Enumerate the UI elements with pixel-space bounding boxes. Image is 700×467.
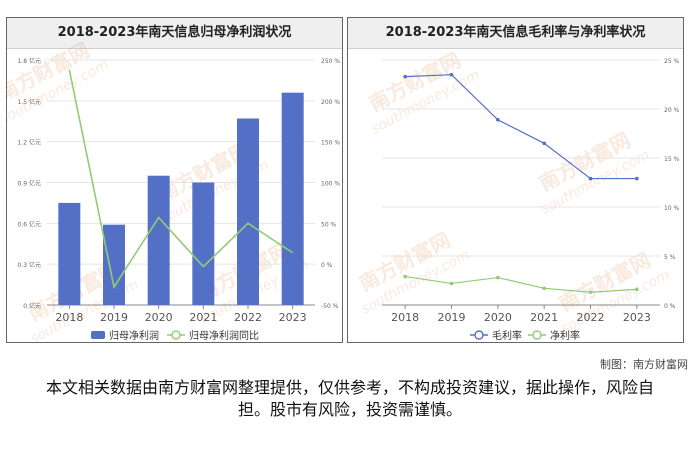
chart-panel-profit: 2018-2023年南天信息归母净利润状况 南方财富网 southmoney.co…: [6, 17, 343, 344]
x-tick-label: 2021: [189, 311, 217, 324]
y-left-tick-label: 1.2 亿元: [18, 139, 41, 147]
data-point-2021: [542, 286, 546, 291]
x-tick-label: 2019: [438, 311, 466, 324]
profit-chart-svg: 南方财富网southmoney.com南方财富网southmoney.com南方…: [7, 38, 340, 344]
y-left-tick-label: 0.3 亿元: [18, 261, 41, 269]
data-point-2020: [496, 117, 500, 122]
y-right-tick-label: 0 %: [321, 262, 333, 269]
disclaimer-text: 本文相关数据由南方财富网整理提供，仅供参考，不构成投资建议，据此操作，风险自担。…: [45, 378, 654, 419]
bar-2022: [237, 118, 259, 306]
series-line-net-margin: [405, 275, 637, 293]
legend-label: 归母净利润同比: [189, 329, 259, 342]
y-left-tick-label: 1.8 亿元: [18, 57, 41, 65]
y-right-tick-label: 150 %: [321, 140, 340, 147]
y-right-tick-label: 25 %: [664, 58, 680, 65]
y-left-tick-label: 1.5 亿元: [18, 98, 41, 106]
legend-swatch-marker: [171, 330, 181, 340]
legend-label: 净利率: [550, 329, 580, 342]
legend-label: 归母净利润: [109, 329, 159, 342]
chart-credit: 制图：南方财富网: [600, 358, 688, 371]
y-right-tick-label: 0 %: [664, 303, 676, 310]
chart-title: 2018-2023年南天信息归母净利润状况: [7, 18, 342, 49]
x-tick-label: 2023: [279, 311, 307, 324]
data-point-2022: [588, 176, 593, 181]
series-line-yoy: [68, 69, 294, 290]
legend-swatch-marker: [532, 330, 542, 340]
legend-swatch-marker: [474, 330, 484, 340]
data-point-2023: [635, 176, 639, 181]
bar-2023: [281, 92, 304, 306]
y-right-tick-label: 200 %: [321, 99, 340, 106]
series-line-gross-margin: [405, 74, 637, 180]
legend-swatch-bar: [91, 331, 105, 339]
y-right-tick-label: 10 %: [664, 205, 680, 212]
y-right-tick-label: 20 %: [664, 107, 680, 114]
data-point-2019: [449, 281, 454, 286]
x-tick-label: 2020: [484, 311, 512, 324]
x-tick-label: 2022: [577, 311, 605, 324]
data-point-2018: [403, 74, 407, 79]
x-tick-label: 2020: [145, 311, 173, 324]
y-right-tick-label: 100 %: [321, 181, 340, 188]
x-tick-label: 2018: [391, 311, 419, 324]
y-right-tick-label: 50 %: [321, 221, 337, 228]
data-point-2021: [542, 141, 546, 146]
data-point-2022: [588, 290, 593, 295]
x-tick-label: 2018: [55, 311, 83, 324]
legend-label: 毛利率: [492, 329, 522, 342]
y-right-tick-label: -50 %: [321, 303, 339, 310]
x-tick-label: 2023: [623, 311, 651, 324]
data-point-2023: [635, 287, 639, 292]
x-tick-label: 2022: [234, 311, 262, 324]
y-left-tick-label: 0 亿元: [23, 302, 41, 310]
bar-2019: [103, 224, 125, 305]
bar-2018: [58, 202, 81, 305]
y-right-tick-label: 15 %: [664, 156, 680, 163]
chart-title: 2018-2023年南天信息毛利率与净利率状况: [348, 18, 683, 49]
bar-2020: [147, 175, 170, 305]
chart-panel-margin: 2018-2023年南天信息毛利率与净利率状况 南方财富网 southmoney.…: [347, 17, 684, 343]
data-point-2018: [403, 274, 407, 279]
data-point-2020: [496, 275, 500, 280]
y-right-tick-label: 250 %: [321, 58, 340, 65]
y-left-tick-label: 0.6 亿元: [18, 220, 41, 228]
data-point-2019: [449, 72, 454, 77]
y-left-tick-label: 0.9 亿元: [18, 180, 41, 188]
bar-2021: [192, 182, 215, 305]
x-tick-label: 2019: [100, 311, 128, 324]
y-right-tick-label: 5 %: [664, 254, 676, 261]
x-tick-label: 2021: [530, 311, 558, 324]
